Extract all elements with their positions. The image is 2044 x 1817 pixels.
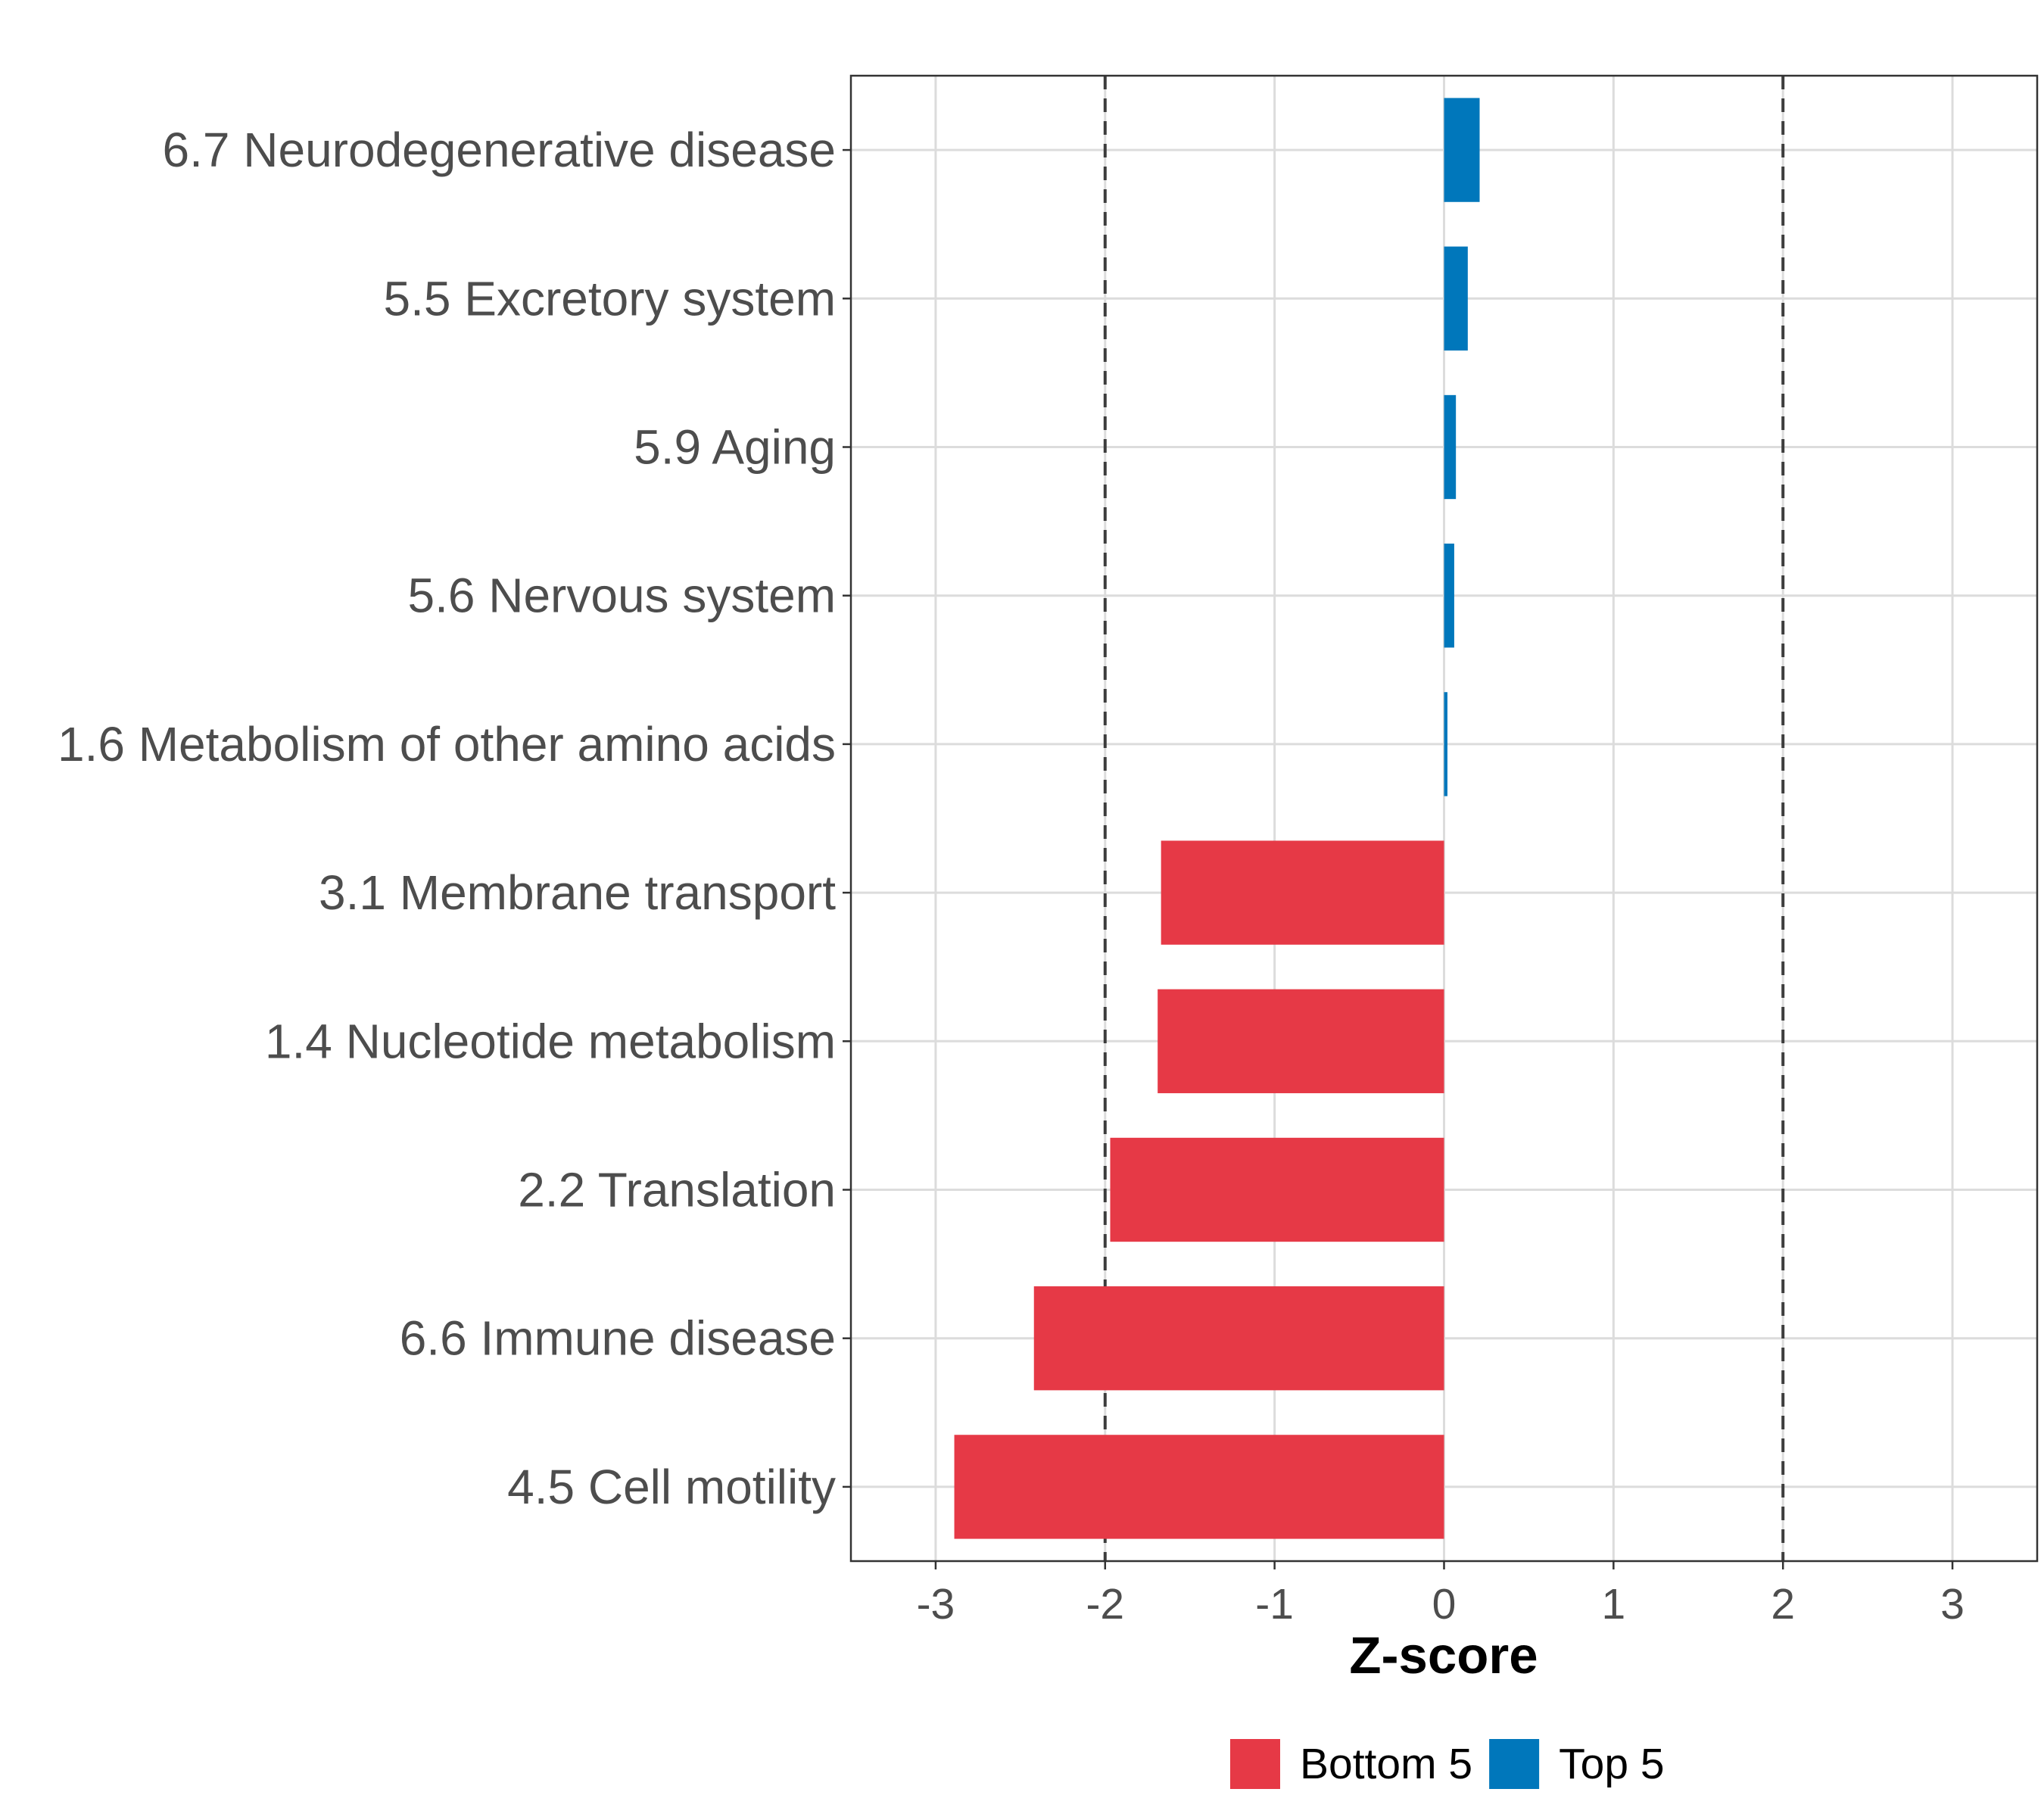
y-tick-label: 1.6 Metabolism of other amino acids	[58, 717, 836, 771]
x-tick-label: -1	[1255, 1580, 1294, 1628]
x-tick-label: 2	[1771, 1580, 1795, 1628]
x-axis: -3 -2 -1 0 1 2 3	[917, 1561, 1965, 1628]
bar-3	[1444, 394, 1457, 500]
y-tick-label: 6.6 Immune disease	[400, 1311, 836, 1366]
legend: Bottom 5 Top 5	[1230, 1739, 1665, 1789]
y-tick-label: 2.2 Translation	[518, 1163, 836, 1217]
x-tick-label: 3	[1940, 1580, 1965, 1628]
y-tick-label: 5.5 Excretory system	[384, 271, 837, 326]
y-tick-label: 1.4 Nucleotide metabolism	[265, 1014, 836, 1068]
bar-10	[954, 1435, 1444, 1539]
y-tick-label: 5.9 Aging	[634, 420, 836, 475]
bar-8	[1110, 1137, 1444, 1242]
x-axis-title: Z-score	[1349, 1626, 1538, 1685]
legend-label-1: Bottom 5	[1300, 1740, 1472, 1788]
bar-9	[1033, 1286, 1444, 1391]
y-tick-label: 5.6 Nervous system	[407, 569, 836, 623]
bar-5	[1444, 692, 1447, 796]
y-axis: 6.7 Neurodegenerative disease 5.5 Excreto…	[58, 123, 851, 1514]
bars	[954, 98, 1480, 1539]
bar-2	[1444, 246, 1468, 351]
x-tick-label: 0	[1432, 1580, 1457, 1628]
legend-swatch-2	[1489, 1739, 1540, 1789]
legend-label-2: Top 5	[1559, 1740, 1664, 1788]
y-tick-label: 6.7 Neurodegenerative disease	[163, 123, 837, 177]
bar-1	[1444, 98, 1480, 202]
x-tick-label: -3	[917, 1580, 955, 1628]
bar-6	[1161, 840, 1444, 945]
x-tick-label: -2	[1086, 1580, 1124, 1628]
legend-swatch-1	[1230, 1739, 1280, 1789]
y-tick-label: 3.1 Membrane transport	[319, 865, 836, 920]
x-tick-label: 1	[1602, 1580, 1626, 1628]
y-tick-label: 4.5 Cell motility	[507, 1460, 836, 1514]
bar-7	[1158, 989, 1444, 1093]
bar-4	[1444, 544, 1454, 648]
